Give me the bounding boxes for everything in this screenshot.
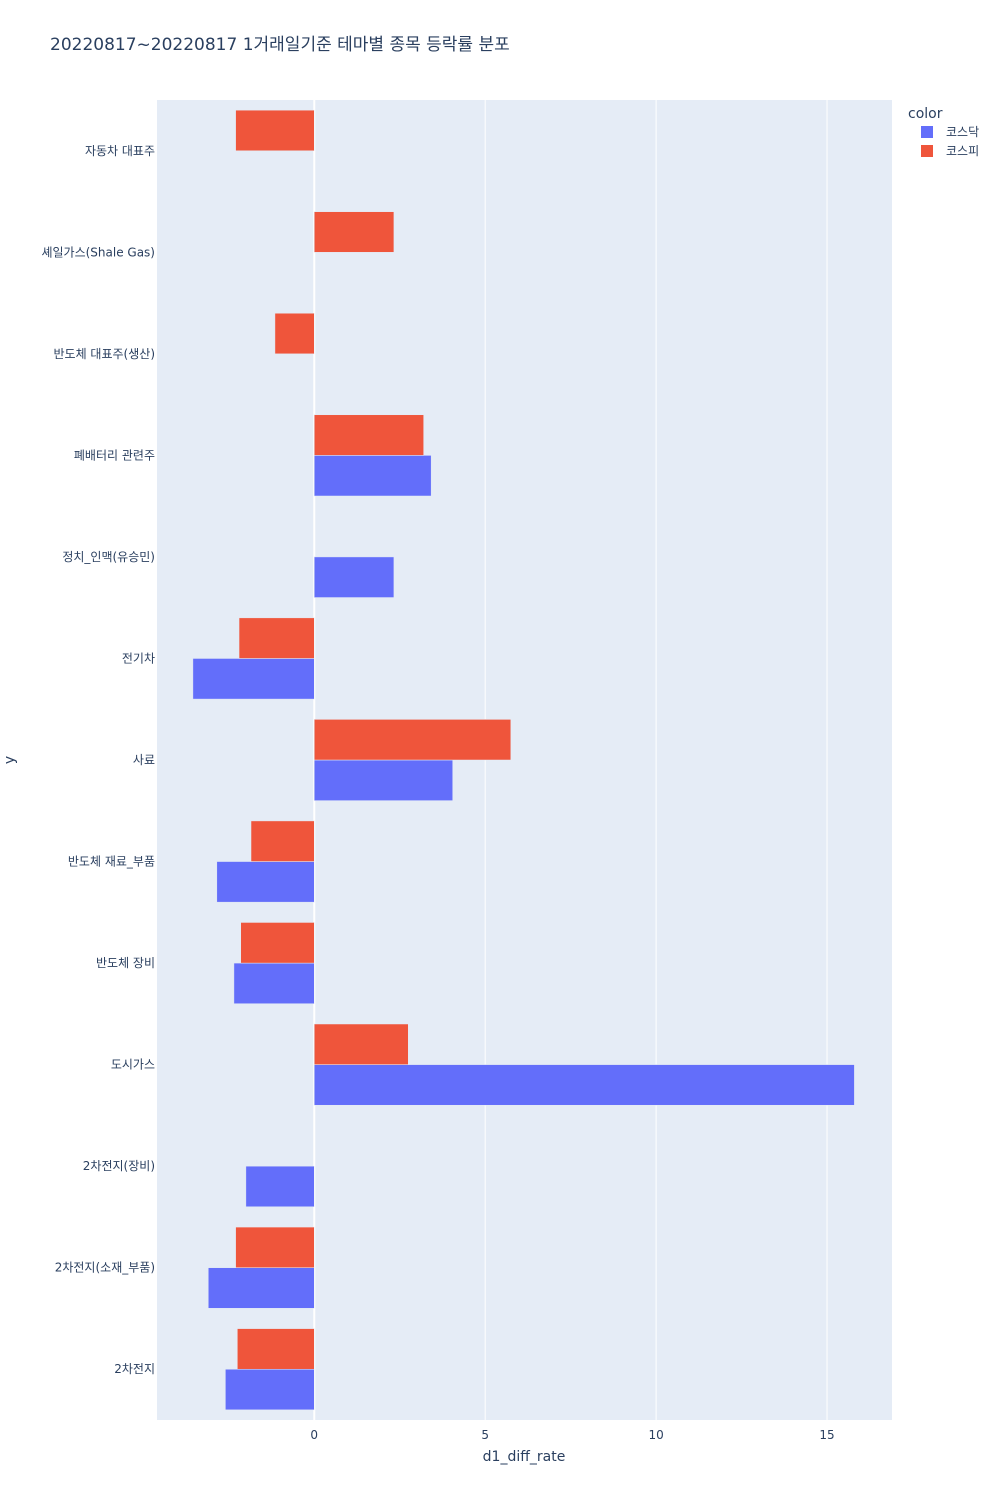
y-tick-label: 사료 <box>133 753 155 767</box>
bar-kosdaq <box>233 962 315 1004</box>
plot-background <box>157 100 892 1420</box>
x-tick-labels: 0 5 10 15 <box>310 1428 834 1442</box>
bar-kospi <box>250 820 315 862</box>
y-tick-label: 도시가스 <box>111 1058 155 1072</box>
x-tick-label: 5 <box>481 1428 489 1442</box>
legend-swatch <box>921 145 933 157</box>
y-tick-label: 2차전지(장비) <box>83 1159 155 1173</box>
y-tick-label: 전기차 <box>122 651 155 665</box>
y-axis-label: y <box>2 756 18 764</box>
x-tick-label: 15 <box>819 1428 834 1442</box>
y-tick-label: 정치_인맥(유승민) <box>62 550 155 564</box>
bar-kospi <box>314 1023 409 1065</box>
y-tick-label: 반도체 재료_부품 <box>68 855 155 869</box>
y-tick-label: 2차전지(소재_부품) <box>55 1261 155 1275</box>
bar-kospi <box>314 211 395 253</box>
y-tick-label: 자동차 대표주 <box>85 144 155 158</box>
y-tick-label: 2차전지 <box>114 1362 155 1376</box>
bar-kosdaq <box>314 556 395 598</box>
y-tick-label: 폐배터리 관련주 <box>74 448 155 462</box>
bar-kosdaq <box>245 1165 315 1208</box>
legend-label: 코스닥 <box>946 125 979 139</box>
y-tick-label: 반도체 대표주(생산) <box>54 347 156 361</box>
y-tick-label: 셰일가스(Shale Gas) <box>41 245 155 259</box>
bar-kospi <box>235 109 315 152</box>
bar-kospi <box>274 312 315 355</box>
bar-kosdaq <box>314 1064 855 1106</box>
bar-kosdaq <box>314 455 432 497</box>
chart-title: 20220817~20220817 1거래일기준 테마별 종목 등락률 분포 <box>50 35 510 55</box>
legend-label: 코스피 <box>946 144 979 158</box>
bar-kospi <box>314 414 424 456</box>
bar-kosdaq <box>192 658 315 700</box>
bar-kosdaq <box>225 1368 315 1411</box>
bar-kospi <box>240 922 315 964</box>
y-tick-labels: 2차전지 2차전지(소재_부품) 2차전지(장비) 도시가스 반도체 장비 반도체 재료_… <box>41 144 155 1376</box>
bar-kospi <box>235 1226 315 1268</box>
bar-kospi <box>314 719 512 761</box>
bar-kosdaq <box>314 759 453 801</box>
x-tick-label: 10 <box>648 1428 663 1442</box>
bar-kosdaq <box>208 1267 315 1309</box>
bar-kospi <box>237 1328 315 1370</box>
bar-kosdaq <box>216 861 315 903</box>
bar-kospi <box>238 617 315 659</box>
y-tick-label: 반도체 장비 <box>96 956 155 970</box>
legend-title: color <box>908 106 943 122</box>
legend-swatch <box>921 126 933 138</box>
x-axis-label: d1_diff_rate <box>483 1449 566 1465</box>
bars <box>192 109 855 1411</box>
x-tick-label: 0 <box>310 1428 318 1442</box>
